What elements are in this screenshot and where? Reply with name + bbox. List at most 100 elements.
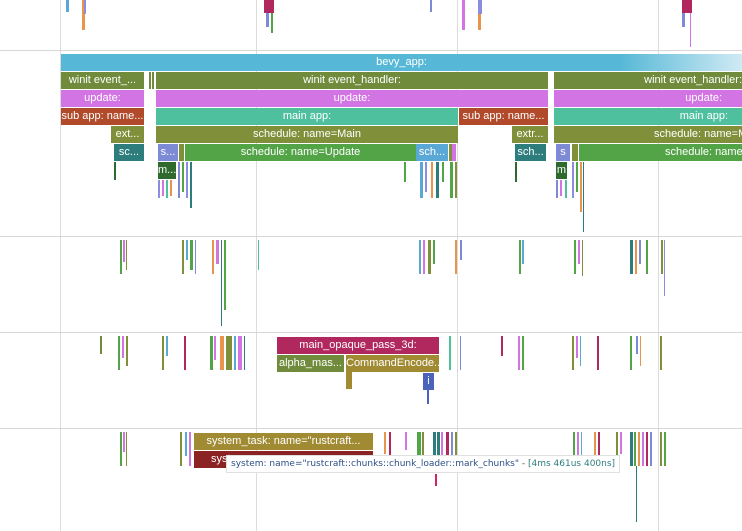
event-bar[interactable] (126, 336, 128, 366)
event-bar[interactable] (210, 336, 213, 370)
event-bar[interactable] (212, 240, 214, 274)
event-bar[interactable] (120, 240, 122, 274)
event-bar[interactable] (405, 432, 407, 450)
event-bar[interactable] (664, 240, 665, 296)
event-bar[interactable] (190, 162, 192, 208)
schedule-slice[interactable]: sc... (114, 144, 144, 161)
event-bar[interactable] (478, 0, 482, 14)
schedule-slice[interactable]: sch... (515, 144, 546, 161)
event-bar[interactable] (460, 240, 462, 260)
event-bar[interactable] (190, 240, 193, 270)
event-bar[interactable] (100, 336, 102, 354)
event-bar[interactable] (572, 162, 574, 198)
event-bar[interactable] (186, 240, 188, 260)
event-bar[interactable] (264, 0, 274, 13)
event-bar[interactable] (419, 240, 421, 274)
event-bar[interactable] (123, 240, 125, 262)
extract-slice[interactable]: ext... (111, 126, 144, 143)
event-bar[interactable] (690, 13, 691, 47)
event-bar[interactable] (123, 432, 125, 452)
event-bar[interactable] (630, 336, 632, 370)
update-slice[interactable]: update: (61, 90, 144, 107)
sub-app-slice[interactable]: sub app: name... (61, 108, 144, 125)
event-bar[interactable] (636, 336, 638, 354)
gpu-slice[interactable]: i (423, 373, 434, 390)
event-bar[interactable] (122, 336, 124, 358)
event-bar[interactable] (556, 180, 558, 198)
event-bar[interactable] (646, 432, 648, 466)
event-bar[interactable] (244, 336, 245, 370)
event-bar[interactable] (501, 336, 503, 356)
sub-app-slice[interactable]: sub app: name... (459, 108, 548, 125)
event-bar[interactable] (422, 432, 424, 466)
event-bar[interactable] (620, 432, 622, 454)
event-bar[interactable] (114, 162, 116, 180)
event-bar[interactable] (428, 240, 431, 274)
system-task-slice[interactable]: system_task: name="rustcraft... (194, 433, 373, 450)
event-bar[interactable] (580, 162, 582, 212)
event-bar[interactable] (451, 432, 453, 466)
extract-slice[interactable]: extr... (512, 126, 548, 143)
event-bar[interactable] (635, 240, 637, 274)
event-bar[interactable] (185, 432, 187, 456)
event-bar[interactable] (682, 0, 692, 13)
event-bar[interactable] (449, 336, 451, 370)
update-slice[interactable]: update: (554, 90, 742, 107)
event-bar[interactable] (221, 240, 222, 326)
event-bar[interactable] (430, 0, 432, 12)
event-bar[interactable] (420, 162, 423, 198)
event-bar[interactable] (560, 180, 562, 196)
winit-event-handler-slice[interactable]: winit event_... (61, 72, 144, 89)
event-bar[interactable] (661, 240, 663, 274)
event-bar[interactable] (126, 240, 127, 270)
event-bar[interactable] (435, 474, 437, 486)
event-bar[interactable] (576, 336, 578, 358)
event-bar[interactable] (436, 162, 439, 198)
event-bar[interactable] (660, 432, 662, 466)
main-app-slice[interactable]: main app: (554, 108, 742, 125)
schedule-slice[interactable]: s (556, 144, 570, 161)
event-bar[interactable] (271, 13, 273, 33)
event-bar[interactable] (189, 432, 191, 466)
event-bar[interactable] (638, 432, 640, 466)
event-bar[interactable] (427, 390, 429, 404)
event-bar[interactable] (522, 240, 524, 264)
event-bar[interactable] (158, 180, 160, 198)
event-bar[interactable] (389, 432, 391, 466)
system-slice[interactable]: m (556, 162, 567, 179)
event-bar[interactable] (184, 336, 186, 370)
event-bar[interactable] (478, 14, 481, 30)
event-bar[interactable] (234, 336, 236, 370)
event-bar[interactable] (182, 162, 184, 192)
command-encoder-child[interactable] (346, 372, 352, 389)
schedule-slice[interactable] (572, 144, 578, 161)
event-bar[interactable] (574, 240, 576, 274)
event-bar[interactable] (634, 432, 636, 466)
event-bar[interactable] (450, 162, 453, 198)
event-bar[interactable] (441, 432, 443, 466)
event-bar[interactable] (226, 336, 232, 370)
event-bar[interactable] (594, 432, 596, 462)
event-bar[interactable] (162, 180, 164, 196)
winit-event-handler-slice[interactable] (152, 72, 154, 89)
event-bar[interactable] (238, 336, 242, 370)
event-bar[interactable] (186, 162, 188, 198)
winit-event-handler-slice[interactable] (149, 72, 151, 89)
event-bar[interactable] (582, 240, 583, 276)
schedule-slice[interactable] (179, 144, 184, 161)
event-bar[interactable] (462, 0, 465, 30)
event-bar[interactable] (518, 336, 520, 370)
event-bar[interactable] (515, 162, 517, 182)
event-bar[interactable] (519, 240, 521, 274)
winit-event-handler-slice[interactable]: winit event_handler: (156, 72, 548, 89)
event-bar[interactable] (664, 432, 666, 466)
main-app-slice[interactable]: main app: (156, 108, 458, 125)
event-bar[interactable] (162, 336, 164, 370)
event-bar[interactable] (433, 240, 435, 264)
event-bar[interactable] (182, 240, 184, 274)
event-bar[interactable] (220, 336, 224, 370)
event-bar[interactable] (384, 432, 386, 454)
event-bar[interactable] (126, 432, 127, 466)
event-bar[interactable] (120, 432, 122, 466)
event-bar[interactable] (166, 180, 168, 198)
